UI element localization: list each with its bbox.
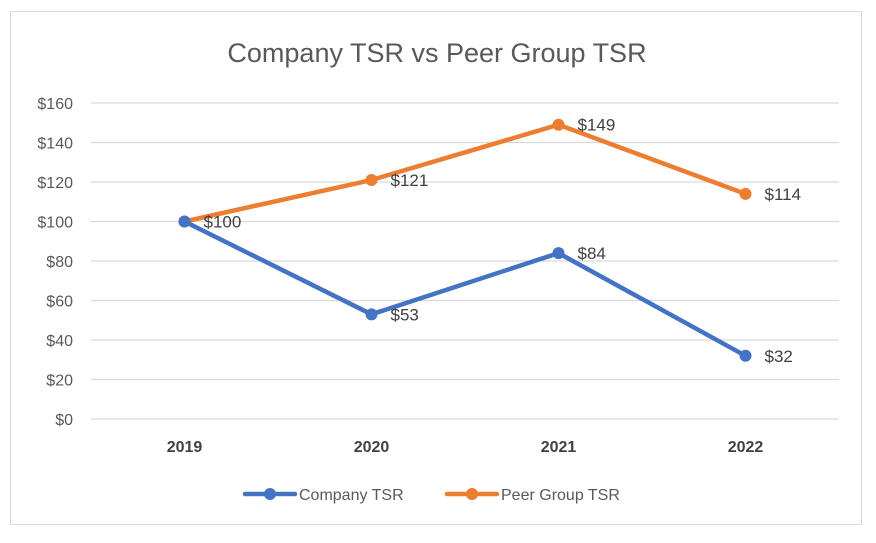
- line-chart: Company TSR vs Peer Group TSR $0 $20 $40 $6…: [37, 38, 839, 504]
- y-tick-label: $100: [37, 215, 73, 232]
- y-tick-label: $60: [46, 294, 73, 311]
- peer-group-tsr-marker: [365, 174, 378, 187]
- company-tsr-data-label: $100: [204, 213, 242, 232]
- chart-title: Company TSR vs Peer Group TSR: [227, 38, 646, 68]
- company-tsr-marker: [178, 215, 191, 228]
- x-tick-label: 2020: [354, 439, 390, 456]
- series-lines: [182, 122, 748, 359]
- y-tick-label: $0: [55, 412, 73, 429]
- x-tick-label: 2022: [728, 439, 764, 456]
- company-tsr-data-label: $32: [765, 347, 793, 366]
- gridlines: [91, 102, 839, 420]
- peer-group-tsr-marker: [739, 187, 752, 200]
- company-tsr-data-label: $84: [578, 244, 606, 263]
- chart-frame: Company TSR vs Peer Group TSR $0 $20 $40 $6…: [10, 11, 862, 525]
- y-tick-label: $160: [37, 96, 73, 113]
- peer-group-tsr-legend-label: Peer Group TSR: [501, 487, 620, 504]
- company-tsr-marker: [739, 349, 752, 362]
- x-tick-label: 2019: [167, 439, 203, 456]
- company-tsr-data-label: $53: [391, 305, 419, 324]
- legend: Company TSR Peer Group TSR: [242, 487, 620, 504]
- y-tick-label: $80: [46, 254, 73, 271]
- x-axis-ticks: 2019 2020 2021 2022: [167, 439, 764, 456]
- peer-group-tsr-legend-marker: [466, 488, 478, 500]
- company-tsr-marker: [365, 308, 378, 321]
- peer-group-tsr-data-label: $149: [578, 116, 616, 135]
- company-tsr-legend-marker: [264, 488, 276, 500]
- series-markers: [178, 118, 752, 362]
- data-labels: $100 $53 $84 $32 $121 $149 $114: [204, 116, 802, 366]
- peer-group-tsr-line: [182, 122, 748, 224]
- y-axis-ticks: $0 $20 $40 $60 $80 $100 $120 $140 $160: [37, 96, 73, 429]
- peer-group-tsr-data-label: $121: [391, 171, 429, 190]
- x-tick-label: 2021: [541, 439, 577, 456]
- y-tick-label: $120: [37, 175, 73, 192]
- y-tick-label: $40: [46, 333, 73, 350]
- peer-group-tsr-marker: [552, 118, 565, 131]
- y-tick-label: $140: [37, 136, 73, 153]
- company-tsr-line: [182, 219, 748, 359]
- y-tick-label: $20: [46, 373, 73, 390]
- company-tsr-legend-label: Company TSR: [299, 487, 404, 504]
- company-tsr-marker: [552, 247, 565, 260]
- peer-group-tsr-data-label: $114: [765, 185, 802, 204]
